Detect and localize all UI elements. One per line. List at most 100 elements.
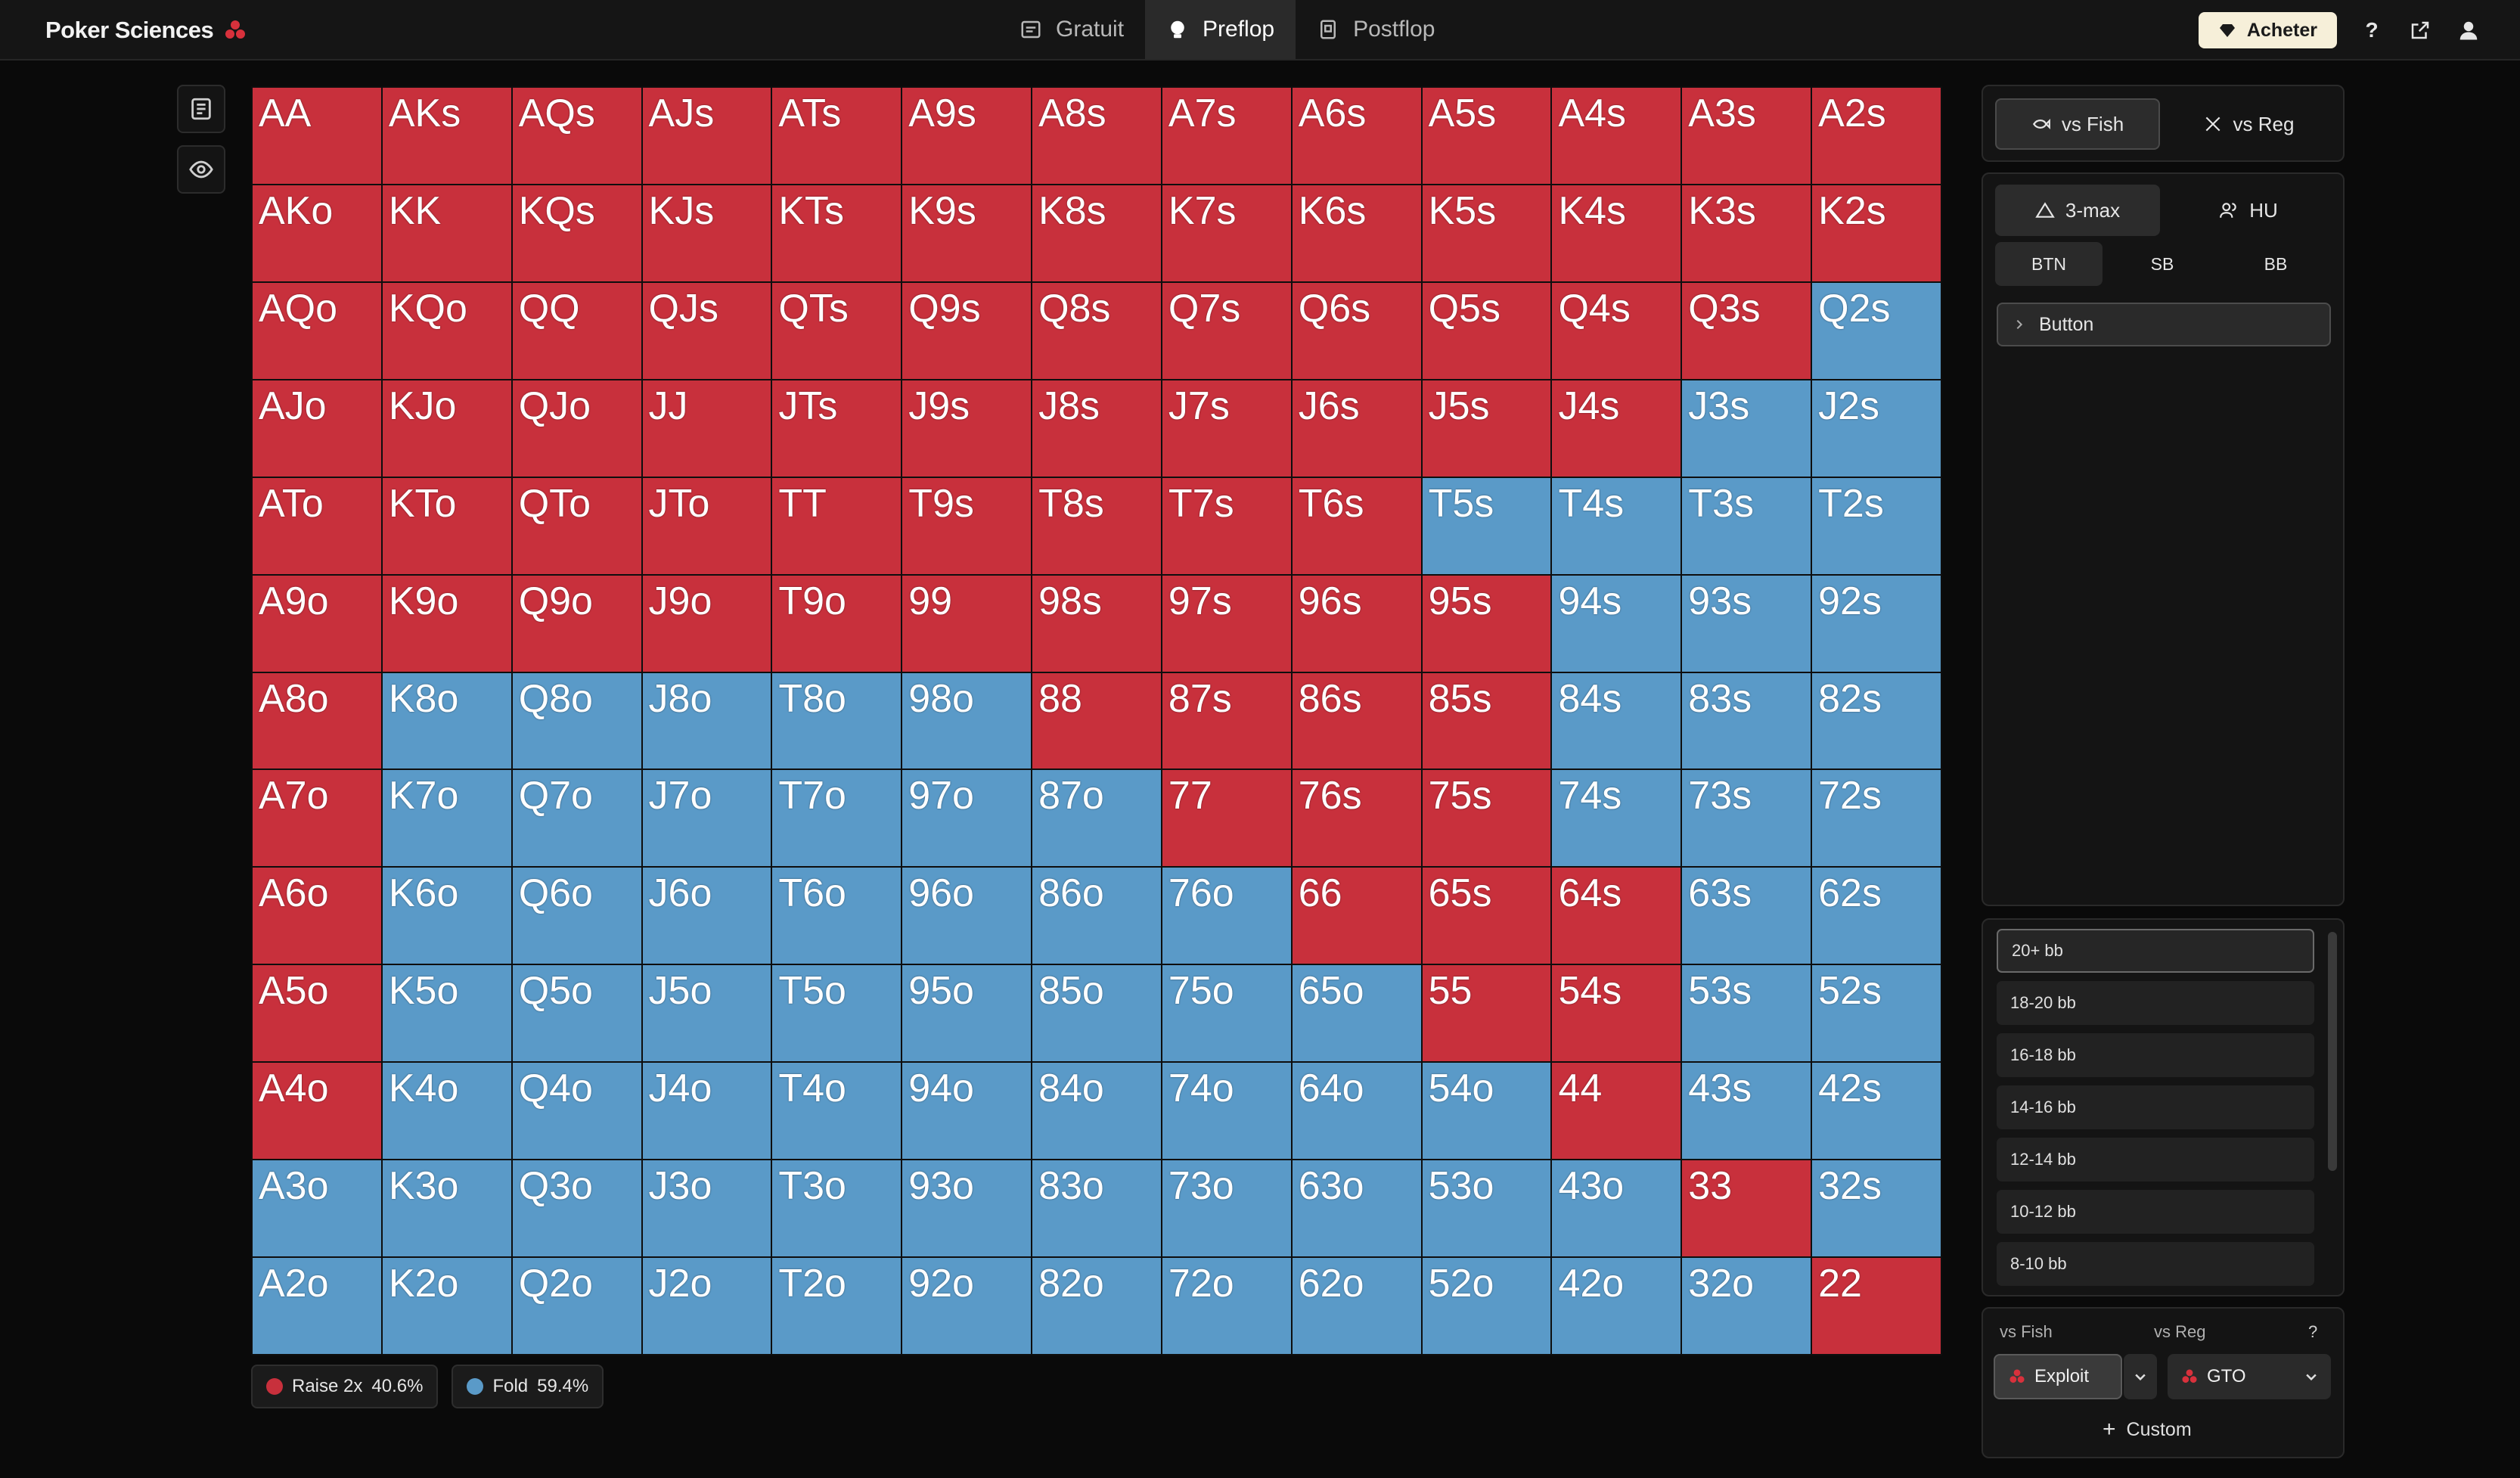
hand-cell[interactable]: 83s xyxy=(1682,672,1811,769)
hand-cell[interactable]: KK xyxy=(382,185,511,281)
hand-cell[interactable]: 92o xyxy=(902,1258,1032,1354)
hand-cell[interactable]: Q3o xyxy=(512,1160,641,1257)
hand-cell[interactable]: J8o xyxy=(642,672,771,769)
hand-cell[interactable]: T4o xyxy=(772,1063,902,1160)
hand-cell[interactable]: 86s xyxy=(1292,672,1421,769)
hand-cell[interactable]: 43s xyxy=(1682,1063,1811,1160)
hand-cell[interactable]: JTs xyxy=(772,380,902,477)
hand-cell[interactable]: K9o xyxy=(382,575,511,672)
hand-cell[interactable]: J8s xyxy=(1032,380,1161,477)
fish-strategy-dropdown[interactable] xyxy=(2124,1354,2157,1399)
stack-item[interactable]: 8-10 bb xyxy=(1997,1242,2314,1286)
hand-cell[interactable]: J4o xyxy=(642,1063,771,1160)
hand-cell[interactable]: A7o xyxy=(253,770,381,867)
hand-cell[interactable]: 88 xyxy=(1032,672,1161,769)
hand-cell[interactable]: 53o xyxy=(1422,1160,1551,1257)
stack-item[interactable]: 14-16 bb xyxy=(1997,1085,2314,1129)
hand-cell[interactable]: 63o xyxy=(1292,1160,1421,1257)
hand-cell[interactable]: ATo xyxy=(253,477,381,574)
hand-cell[interactable]: T2o xyxy=(772,1258,902,1354)
hand-cell[interactable]: Q8o xyxy=(512,672,641,769)
hand-cell[interactable]: AKo xyxy=(253,185,381,281)
hand-cell[interactable]: KTs xyxy=(772,185,902,281)
hand-cell[interactable]: T9s xyxy=(902,477,1032,574)
vs-fish-button[interactable]: vs Fish xyxy=(1995,98,2160,150)
hand-cell[interactable]: KJo xyxy=(382,380,511,477)
hand-cell[interactable]: A8o xyxy=(253,672,381,769)
hand-cell[interactable]: Q3s xyxy=(1682,282,1811,379)
hand-cell[interactable]: 73s xyxy=(1682,770,1811,867)
hand-cell[interactable]: 74s xyxy=(1552,770,1681,867)
stack-item[interactable]: 12-14 bb xyxy=(1997,1138,2314,1181)
visibility-tool-button[interactable] xyxy=(177,145,225,194)
hand-cell[interactable]: 84o xyxy=(1032,1063,1161,1160)
hand-cell[interactable]: 97s xyxy=(1162,575,1291,672)
hand-cell[interactable]: 62o xyxy=(1292,1258,1421,1354)
custom-strategy-button[interactable]: + Custom xyxy=(2103,1414,2192,1445)
reg-strategy-select[interactable]: GTO xyxy=(2168,1354,2331,1399)
hand-cell[interactable]: 96s xyxy=(1292,575,1421,672)
hand-cell[interactable]: 82s xyxy=(1812,672,1941,769)
hand-cell[interactable]: AQs xyxy=(512,88,641,184)
hand-cell[interactable]: 84s xyxy=(1552,672,1681,769)
hand-cell[interactable]: A6o xyxy=(253,868,381,964)
hand-cell[interactable]: 74o xyxy=(1162,1063,1291,1160)
hand-cell[interactable]: 64s xyxy=(1552,868,1681,964)
hand-cell[interactable]: 72o xyxy=(1162,1258,1291,1354)
hand-cell[interactable]: A3s xyxy=(1682,88,1811,184)
hand-cell[interactable]: T3o xyxy=(772,1160,902,1257)
hand-cell[interactable]: T6o xyxy=(772,868,902,964)
hand-cell[interactable]: AJo xyxy=(253,380,381,477)
hand-cell[interactable]: 97o xyxy=(902,770,1032,867)
hand-cell[interactable]: K2s xyxy=(1812,185,1941,281)
hand-cell[interactable]: 65o xyxy=(1292,965,1421,1062)
hand-cell[interactable]: A9o xyxy=(253,575,381,672)
hand-cell[interactable]: 62s xyxy=(1812,868,1941,964)
hand-cell[interactable]: JTo xyxy=(642,477,771,574)
hand-cell[interactable]: 42o xyxy=(1552,1258,1681,1354)
hand-cell[interactable]: Q6o xyxy=(512,868,641,964)
hand-cell[interactable]: KTo xyxy=(382,477,511,574)
hand-cell[interactable]: 44 xyxy=(1552,1063,1681,1160)
hand-cell[interactable]: 85o xyxy=(1032,965,1161,1062)
hand-cell[interactable]: AKs xyxy=(382,88,511,184)
hand-cell[interactable]: A2o xyxy=(253,1258,381,1354)
hand-cell[interactable]: T7o xyxy=(772,770,902,867)
hand-cell[interactable]: 63s xyxy=(1682,868,1811,964)
stack-scrollbar[interactable] xyxy=(2328,932,2337,1171)
hand-cell[interactable]: J2s xyxy=(1812,380,1941,477)
spot-selector[interactable]: Button xyxy=(1997,303,2331,346)
hand-cell[interactable]: K8o xyxy=(382,672,511,769)
hand-cell[interactable]: 72s xyxy=(1812,770,1941,867)
hand-cell[interactable]: 43o xyxy=(1552,1160,1681,1257)
hand-cell[interactable]: KJs xyxy=(642,185,771,281)
hand-cell[interactable]: T5s xyxy=(1422,477,1551,574)
hand-cell[interactable]: K5s xyxy=(1422,185,1551,281)
hand-cell[interactable]: 86o xyxy=(1032,868,1161,964)
hand-cell[interactable]: 77 xyxy=(1162,770,1291,867)
brand[interactable]: Poker Sciences xyxy=(45,15,247,45)
tab-gratuit[interactable]: Gratuit xyxy=(998,0,1145,59)
help-button[interactable]: ? xyxy=(2358,17,2385,44)
hand-cell[interactable]: Q7s xyxy=(1162,282,1291,379)
hand-cell[interactable]: K5o xyxy=(382,965,511,1062)
hand-cell[interactable]: JJ xyxy=(642,380,771,477)
hand-cell[interactable]: Q4s xyxy=(1552,282,1681,379)
hand-cell[interactable]: 92s xyxy=(1812,575,1941,672)
hand-cell[interactable]: QJs xyxy=(642,282,771,379)
hand-cell[interactable]: 87s xyxy=(1162,672,1291,769)
hand-cell[interactable]: ATs xyxy=(772,88,902,184)
hand-cell[interactable]: 93s xyxy=(1682,575,1811,672)
hand-cell[interactable]: A5s xyxy=(1422,88,1551,184)
hand-cell[interactable]: 22 xyxy=(1812,1258,1941,1354)
hand-cell[interactable]: 75o xyxy=(1162,965,1291,1062)
hand-cell[interactable]: 95o xyxy=(902,965,1032,1062)
hand-cell[interactable]: K3o xyxy=(382,1160,511,1257)
hand-cell[interactable]: 99 xyxy=(902,575,1032,672)
hand-cell[interactable]: 55 xyxy=(1422,965,1551,1062)
hand-cell[interactable]: A2s xyxy=(1812,88,1941,184)
hand-cell[interactable]: A4o xyxy=(253,1063,381,1160)
hand-cell[interactable]: K3s xyxy=(1682,185,1811,281)
vs-reg-button[interactable]: vs Reg xyxy=(2166,98,2331,150)
hand-cell[interactable]: Q2s xyxy=(1812,282,1941,379)
